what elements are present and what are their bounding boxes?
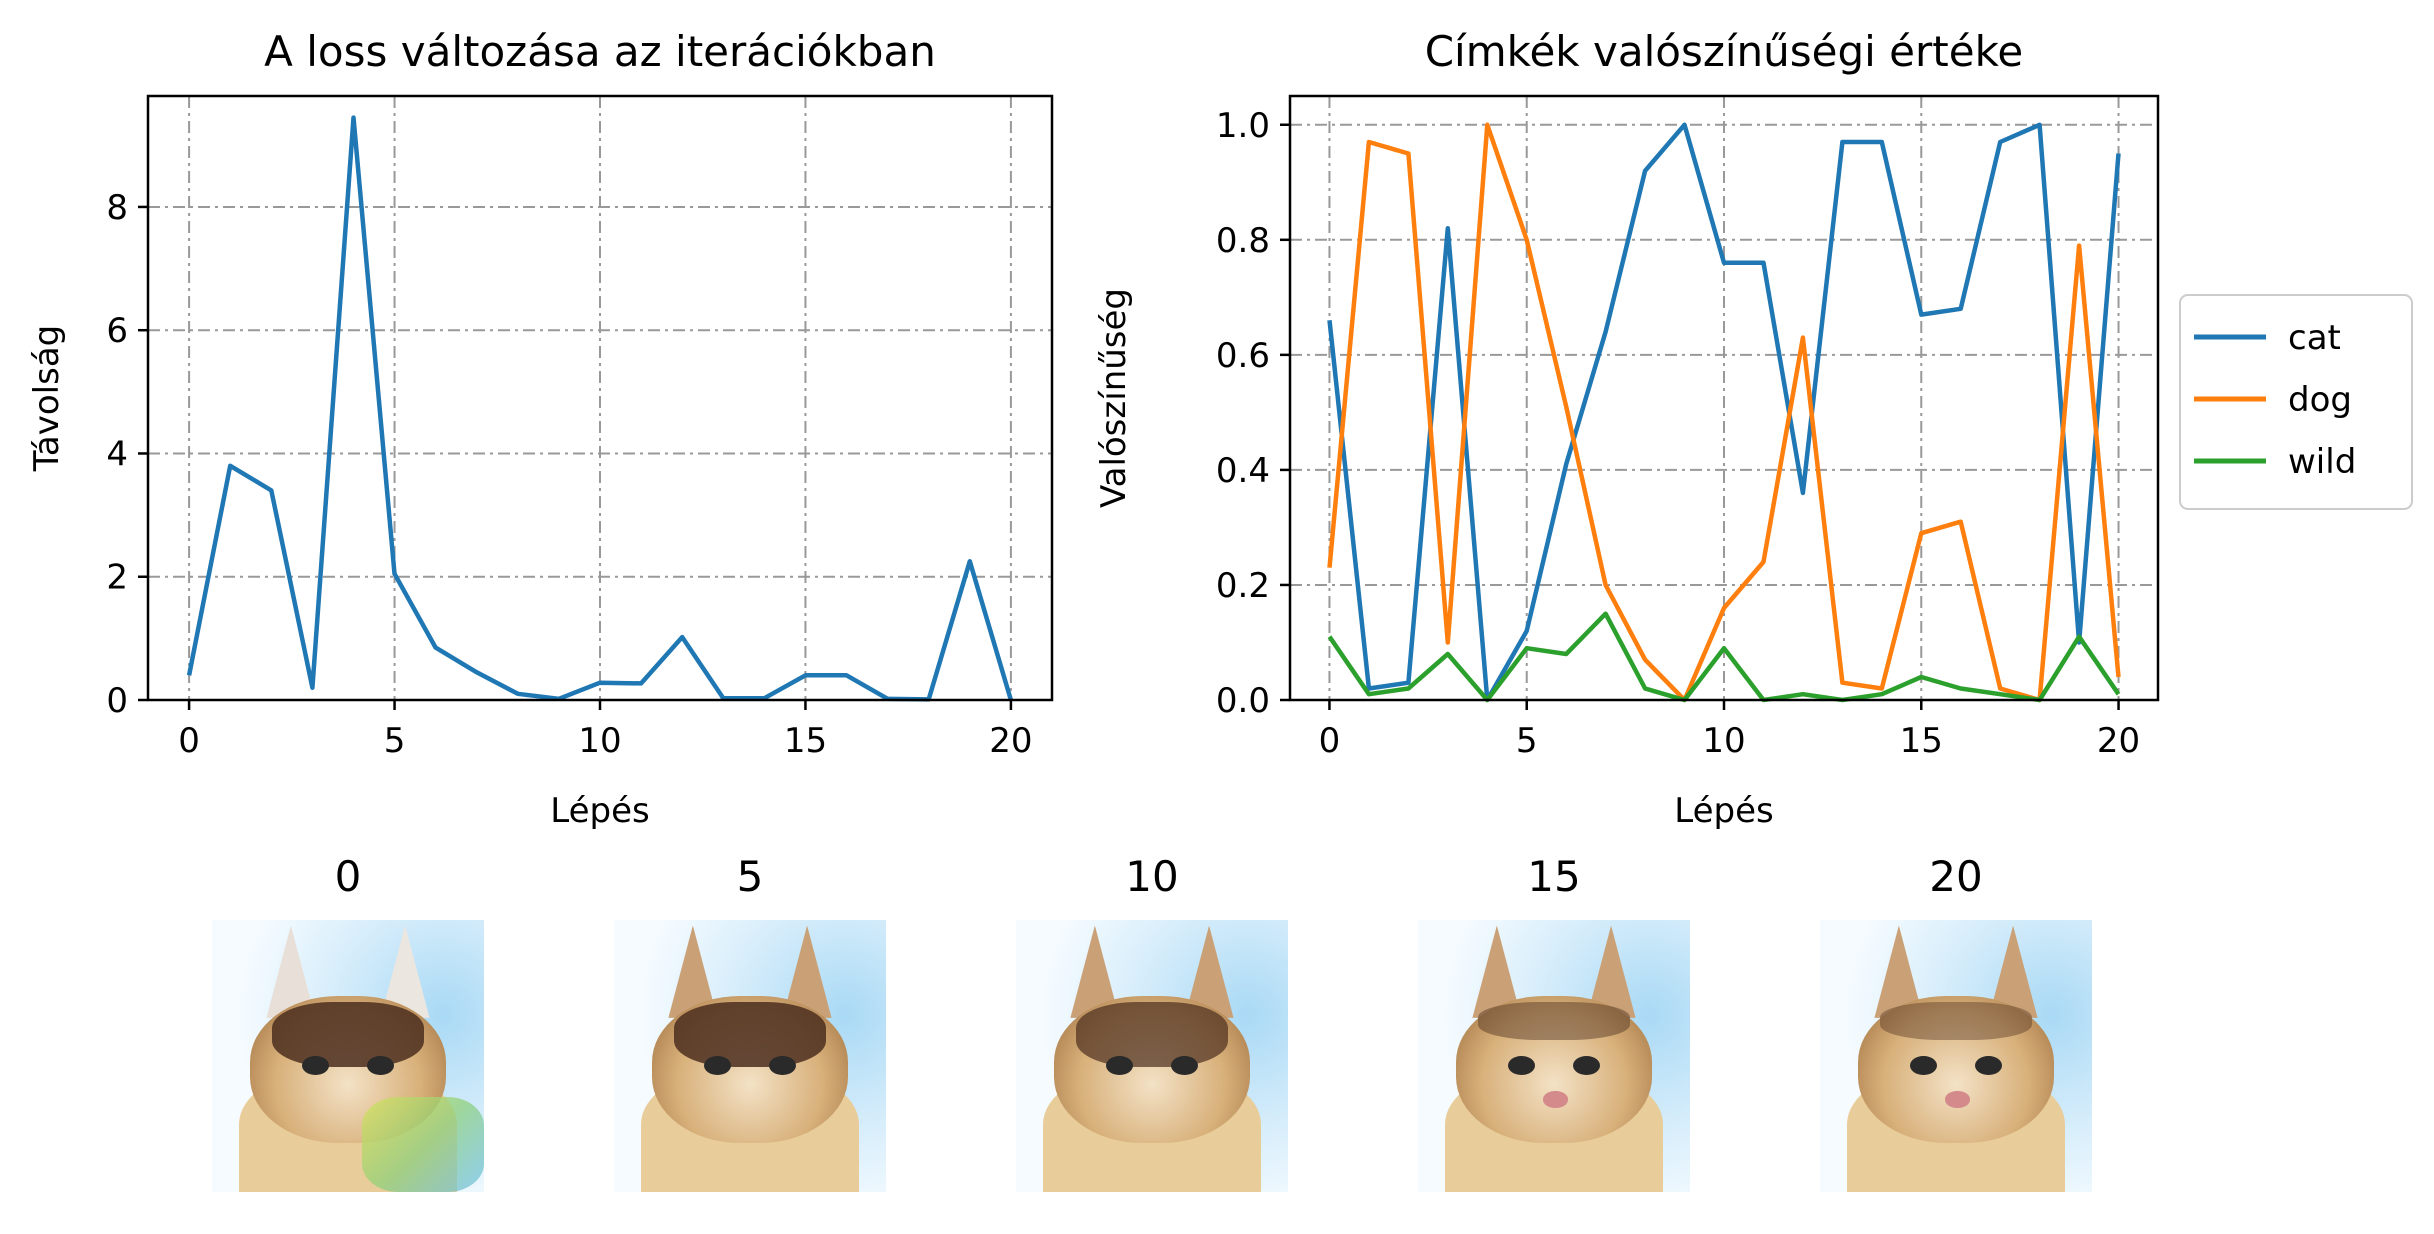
thumbnail-image-2: [1016, 920, 1288, 1192]
legend-label-dog: dog: [2288, 380, 2352, 420]
x-tick-label: 15: [784, 721, 827, 761]
thumbnail-image-0: [212, 920, 484, 1192]
x-tick-label: 20: [989, 721, 1032, 761]
y-tick-label: 0.0: [1216, 681, 1270, 721]
thumb-label-2: 10: [1125, 852, 1178, 901]
y-tick-label: 4: [106, 434, 128, 474]
series-line-dog: [1327, 122, 2121, 703]
legend-label-cat: cat: [2288, 318, 2341, 358]
legend-box: [2179, 294, 2413, 510]
y-tick-label: 0.8: [1216, 221, 1270, 261]
thumbnail-image-3: [1418, 920, 1690, 1192]
y-tick-label: 2: [106, 558, 128, 598]
y-axis-label: Távolság: [27, 325, 67, 472]
thumb-label-4: 20: [1929, 852, 1982, 901]
probability-chart: 0 5 10 15 20 0.0 0.2 0.4 0.6 0.8 1.0 Címkék valószí…: [1094, 27, 2413, 831]
legend-label-wild: wild: [2288, 442, 2356, 482]
y-tick-label: 0.4: [1216, 451, 1270, 491]
y-tick-label: 0.2: [1216, 566, 1270, 606]
x-tick-label: 0: [1319, 721, 1341, 761]
thumb-label-1: 5: [737, 852, 764, 901]
legend: cat dog wild: [2179, 294, 2413, 510]
x-tick-label: 0: [178, 721, 200, 761]
y-axis-label: Valószínűség: [1094, 288, 1134, 508]
loss-chart: 0 5 10 15 20 0 2 4 6 8 A loss változása az iteráci…: [27, 27, 1054, 831]
x-axis-label: Lépés: [550, 791, 649, 831]
thumb-label-3: 15: [1527, 852, 1580, 901]
x-axis-label: Lépés: [1674, 791, 1773, 831]
chart-title: Címkék valószínűségi értéke: [1425, 27, 2024, 76]
chart-title: A loss változása az iterációkban: [264, 27, 936, 76]
series-line-cat: [1327, 122, 2121, 703]
x-tick-label: 10: [1702, 721, 1745, 761]
y-tick-label: 1.0: [1216, 106, 1270, 146]
y-tick-label: 6: [106, 311, 128, 351]
x-tick-label: 10: [578, 721, 621, 761]
thumbnail-labels: 0 5 10 15 20: [335, 852, 1983, 901]
y-tick-label: 8: [106, 188, 128, 228]
x-tick-label: 5: [1516, 721, 1538, 761]
x-tick-label: 20: [2097, 721, 2140, 761]
y-tick-label: 0: [106, 681, 128, 721]
series-line-series-0: [186, 115, 1014, 702]
thumbnail-image-1: [614, 920, 886, 1192]
y-tick-label: 0.6: [1216, 336, 1270, 376]
thumb-label-0: 0: [335, 852, 362, 901]
series-line-wild: [1327, 611, 2121, 703]
thumbnail-image-4: [1820, 920, 2092, 1192]
x-tick-label: 5: [384, 721, 406, 761]
x-tick-label: 15: [1900, 721, 1943, 761]
